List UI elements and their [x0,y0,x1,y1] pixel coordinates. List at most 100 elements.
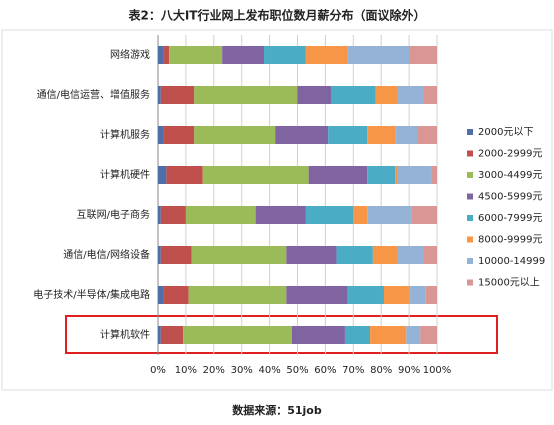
bar-segment [158,246,161,264]
x-tick-label: 80% [370,365,392,376]
bar-segment [397,246,424,264]
x-tick-label: 90% [398,365,420,376]
legend-swatch [467,172,473,178]
bar-segment [395,126,418,144]
legend-swatch [467,279,473,286]
bar-segment [194,126,276,144]
bar-segment [417,126,437,144]
bar-segment [397,86,424,104]
bar-segment [336,246,373,264]
bar-segment [183,326,292,344]
source-note: 数据来源：51job [232,403,322,417]
bar-segment [158,86,161,104]
bar-segment [347,46,410,64]
x-tick-label: 20% [203,365,225,376]
bar-segment [169,46,223,64]
bar-segment [305,46,348,64]
legend-label: 2000元以下 [478,127,533,138]
bar-segment [431,166,437,184]
bar-segment [158,326,161,344]
bar-segment [264,46,306,64]
bar-segment [370,326,407,344]
y-tick-label: 通信/电信运营、增值服务 [37,88,150,101]
bar-segment [411,206,437,224]
bar-segment [166,166,203,184]
x-tick-label: 50% [286,365,308,376]
legend-label: 15000元以上 [478,277,540,289]
bar-segment [160,246,192,264]
bar-segment [297,86,331,104]
y-tick-label: 电子技术/半导体/集成电路 [33,288,150,301]
legend-swatch [467,236,473,243]
bar-segment [367,206,412,224]
bar-segment [367,166,396,184]
bar-segment [425,286,437,304]
bar-segment [286,246,337,264]
bar-segment [255,206,306,224]
bar-segment [222,46,265,64]
bar-segment [202,166,309,184]
bar-segment [347,286,384,304]
bar-segment [163,286,189,304]
bar-segment [158,286,164,304]
bar-segment [308,166,368,184]
bar-segment [158,46,164,64]
x-tick-label: 100% [423,365,452,376]
bar-segment [395,166,398,184]
bar-segment [328,126,368,144]
bar-segment [160,86,195,104]
y-tick-label: 互联网/电子商务 [77,208,150,221]
bar-segment [163,126,195,144]
bar-segment [191,246,287,264]
y-tick-label: 计算机硬件 [100,168,150,181]
bar-segment [158,166,167,184]
x-tick-label: 0% [150,365,166,376]
y-tick-label: 计算机软件 [100,328,150,341]
bar-segment [194,86,298,104]
bar-segment [291,326,345,344]
bar-segment [423,86,437,104]
legend-label: 6000-7999元 [478,213,543,224]
bar-segment [158,206,161,224]
y-tick-label: 网络游戏 [110,48,150,61]
y-tick-label: 通信/电信/网络设备 [63,248,150,261]
legend-swatch [467,258,473,264]
bar-segment [367,126,396,144]
x-tick-label: 30% [231,365,253,376]
bar-segment [344,326,371,344]
legend-swatch [467,150,473,157]
bar-segment [286,286,348,304]
y-tick-label: 计算机服务 [100,128,150,141]
legend-label: 2000-2999元 [478,149,543,160]
bar-segment [375,86,398,104]
bar-segment [188,286,287,304]
x-tick-label: 10% [175,365,197,376]
legend-label: 4500-5999元 [478,192,543,203]
legend-label: 10000-14999 [478,256,545,267]
x-tick-label: 60% [314,365,336,376]
bar-segment [420,326,437,344]
x-tick-label: 40% [258,365,280,376]
bar-segment [275,126,329,144]
legend-swatch [467,129,473,135]
bar-segment [372,246,398,264]
legend-swatch [467,193,473,200]
bar-segment [409,46,437,64]
bar-segment [397,166,432,184]
bar-segment [163,46,170,64]
bar-segment [423,246,437,264]
legend-label: 8000-9999元 [478,235,543,246]
legend-label: 3000-4499元 [478,170,543,181]
chart-title: 表2：八大IT行业网上发布职位数月薪分布（面议除外） [127,8,425,23]
bar-segment [406,326,421,344]
bar-segment [185,206,256,224]
bar-segment [160,206,186,224]
bar-segment [330,86,376,104]
bar-segment [305,206,354,224]
bar-segment [158,126,164,144]
x-tick-label: 70% [342,365,364,376]
bar-segment [353,206,368,224]
bar-segment [160,326,184,344]
